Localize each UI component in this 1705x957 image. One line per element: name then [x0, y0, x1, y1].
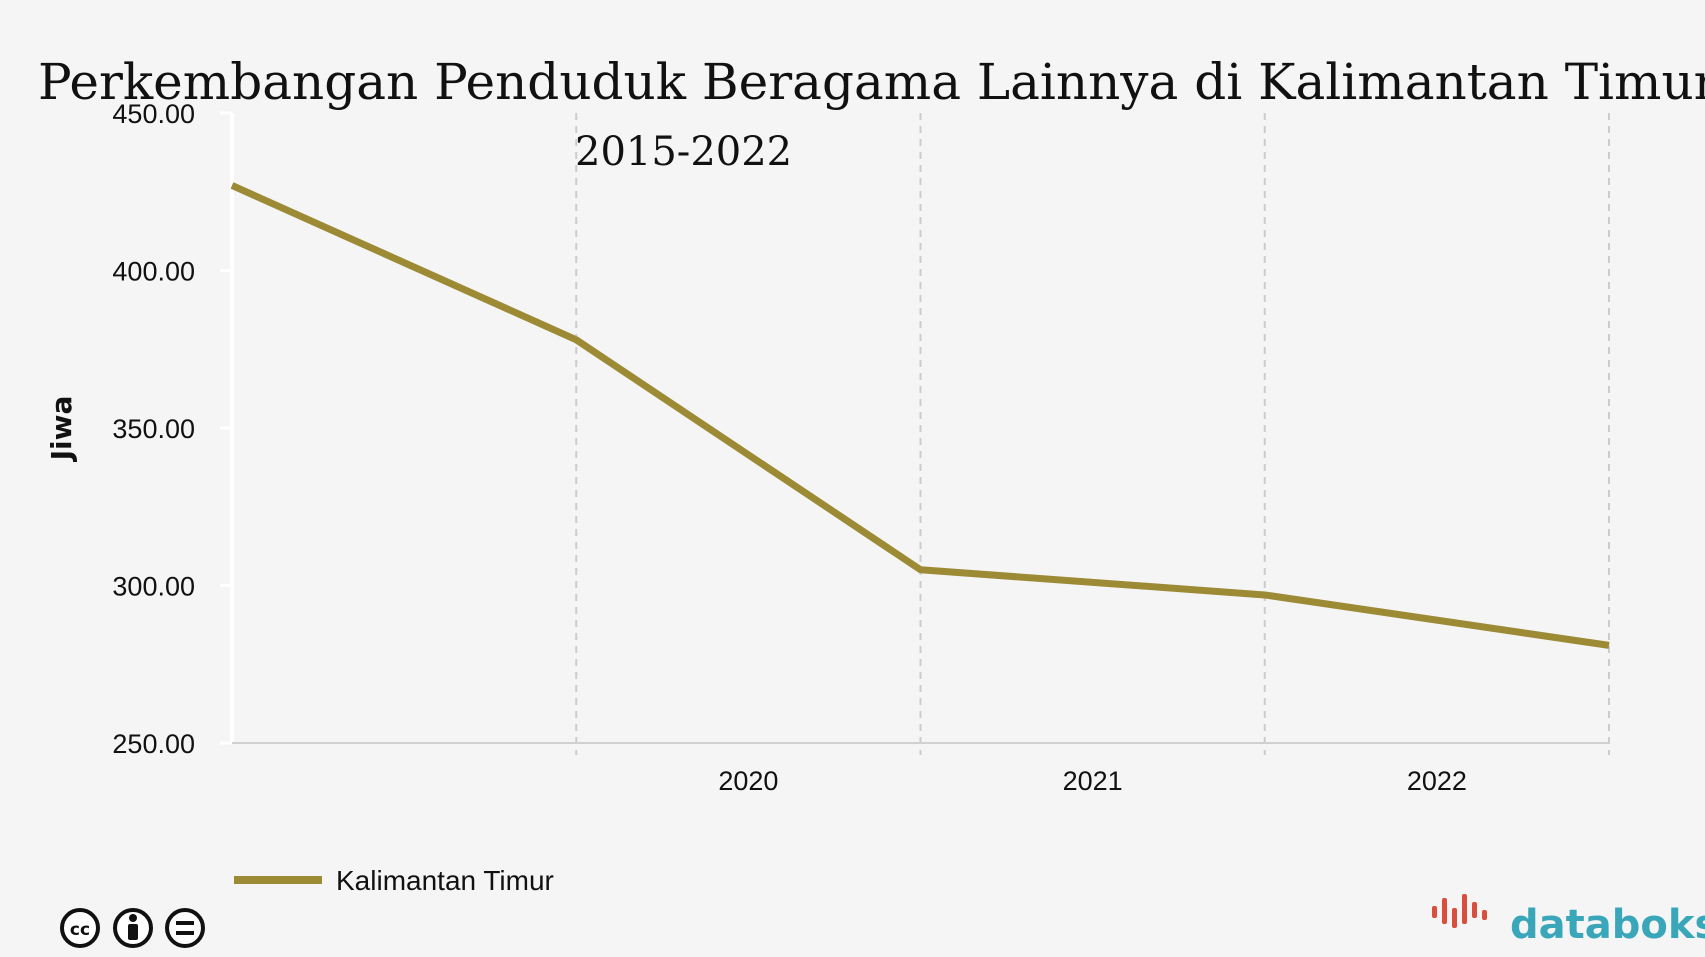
y-tick-label: 350.00: [112, 414, 195, 444]
grid-lines: [575, 113, 1610, 755]
y-tick-label: 450.00: [112, 99, 195, 129]
x-tick-label: 2021: [1063, 766, 1123, 796]
y-tick-label: 300.00: [112, 572, 195, 602]
brand-bar: [1472, 902, 1477, 918]
brand-bar: [1452, 908, 1457, 928]
x-tick-label: 2020: [718, 766, 778, 796]
x-tick-label: 2022: [1407, 766, 1467, 796]
legend: Kalimantan Timur: [234, 865, 554, 896]
databoks-logo: databoks: [1432, 894, 1705, 948]
brand-bar: [1482, 910, 1487, 920]
chart-subtitle: 2015-2022: [575, 129, 792, 175]
svg-text:cc: cc: [70, 920, 90, 940]
chart-title: Perkembangan Penduduk Beragama Lainnya d…: [38, 53, 1705, 111]
cc-icon: cc: [60, 908, 100, 948]
y-ticks: 450.00 400.00 350.00 300.00 250.00: [112, 99, 232, 759]
license-icons: cc: [60, 908, 205, 948]
nd-icon: [165, 908, 205, 948]
by-icon: [113, 908, 153, 948]
x-ticks: 2020 2021 2022: [718, 766, 1467, 796]
databoks-mark-icon: [1432, 894, 1487, 928]
series-layer: [230, 182, 1610, 649]
brand-bar: [1432, 906, 1437, 918]
y-axis-label: Jiwa: [45, 396, 78, 463]
y-tick-label: 250.00: [112, 729, 195, 759]
y-tick-label: 400.00: [112, 257, 195, 287]
brand-name: databoks: [1510, 902, 1705, 948]
brand-bar: [1462, 894, 1467, 924]
brand-bar: [1442, 898, 1447, 924]
legend-label: Kalimantan Timur: [336, 865, 554, 896]
